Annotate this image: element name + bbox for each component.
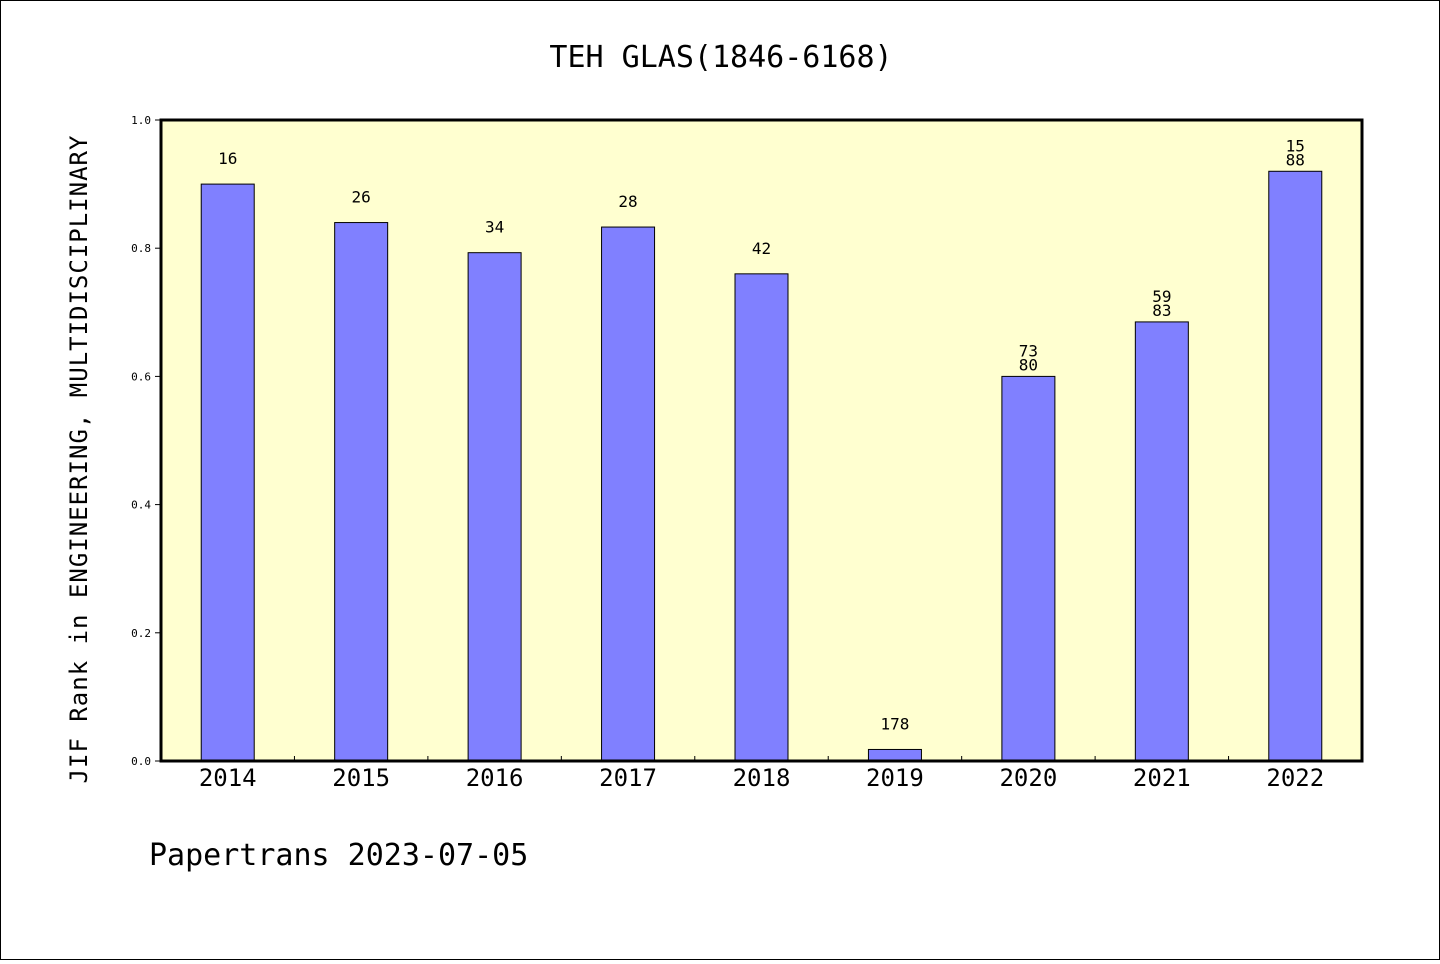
bar-2019: [867, 748, 922, 762]
footer-text: Papertrans 2023-07-05: [149, 838, 528, 873]
x-tick-label-2017: 2017: [599, 764, 657, 792]
x-tick-label-2022: 2022: [1266, 764, 1324, 792]
bars-group: [200, 170, 1323, 762]
x-tick-label-2014: 2014: [199, 764, 257, 792]
x-tick-label-2020: 2020: [999, 764, 1057, 792]
y-tick-label-0.4: 0.4: [131, 499, 151, 512]
y-tick-label-0.8: 0.8: [131, 242, 151, 255]
bar-2021: [1134, 321, 1189, 762]
bar-2020: [1001, 375, 1056, 762]
x-tick-label-2019: 2019: [866, 764, 924, 792]
bar-2015: [334, 222, 389, 762]
x-tick-label-2016: 2016: [466, 764, 524, 792]
bar-2016: [467, 252, 522, 762]
y-tick-label-0.0: 0.0: [131, 755, 151, 768]
y-axis-label: JIF Rank in ENGINEERING, MULTIDISCIPLINA…: [65, 135, 93, 784]
data-label-2015: 26: [352, 188, 371, 207]
y-tick-label-1.0: 1.0: [131, 114, 151, 127]
chart-title: TEH GLAS(1846-6168): [549, 40, 892, 75]
y-tick-label-0.6: 0.6: [131, 370, 151, 383]
data-label-2020-1: 73: [1019, 341, 1038, 360]
x-tick-label-2015: 2015: [332, 764, 390, 792]
bar-2014: [200, 183, 255, 762]
data-label-2021-1: 59: [1152, 287, 1171, 306]
data-label-2018: 42: [752, 239, 771, 258]
plot-border: [159, 118, 1364, 763]
data-label-2022-1: 15: [1286, 136, 1305, 155]
bar-2017: [601, 226, 656, 762]
data-label-2016: 34: [485, 218, 504, 237]
y-axis: 0.0 0.2 0.4 0.6 0.8 1.0: [131, 114, 161, 768]
data-label-2020-2: 80: [1019, 355, 1038, 374]
data-label-2022-2: 88: [1286, 150, 1305, 169]
data-label-2017: 28: [618, 192, 637, 211]
bar-2018: [734, 273, 789, 762]
data-label-2014: 16: [218, 149, 237, 168]
x-axis: 2014 2015 2016 2017 2018 2019 2020 2021 2022: [199, 756, 1324, 792]
data-label-2019: 178: [880, 714, 909, 733]
data-label-2021-2: 83: [1152, 301, 1171, 320]
y-tick-label-0.2: 0.2: [131, 627, 151, 640]
bar-2022: [1268, 170, 1323, 762]
x-tick-label-2021: 2021: [1133, 764, 1191, 792]
x-tick-label-2018: 2018: [733, 764, 791, 792]
